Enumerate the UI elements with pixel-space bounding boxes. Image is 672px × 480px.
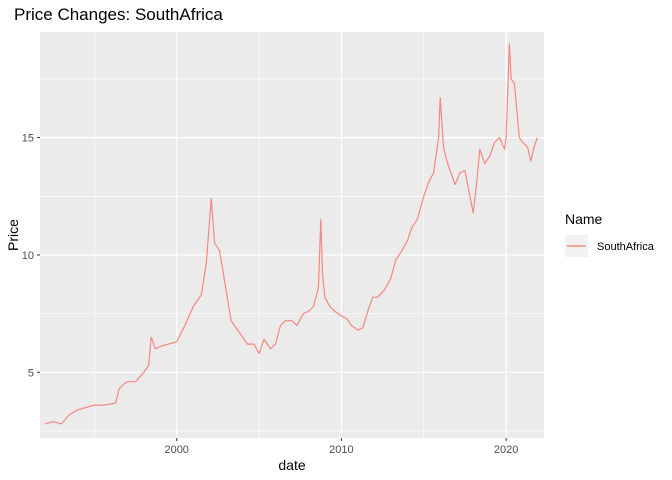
legend-title: Name — [565, 211, 603, 227]
x-tick-label: 2020 — [494, 444, 518, 456]
grid-minor — [40, 32, 544, 438]
y-tick-label: 15 — [22, 133, 34, 145]
x-axis: 2000 2010 2020 — [164, 438, 518, 456]
legend: Name SouthAfrica — [565, 211, 655, 257]
x-tick-label: 2000 — [164, 444, 188, 456]
series-layer — [44, 43, 538, 425]
y-tick-label: 10 — [22, 250, 34, 262]
y-axis: 5 10 15 — [22, 133, 40, 379]
y-axis-title: Price — [5, 219, 21, 251]
grid-major — [40, 32, 544, 438]
series-line-southafrica — [44, 43, 538, 425]
legend-label-southafrica: SouthAfrica — [597, 241, 655, 253]
y-tick-label: 5 — [28, 367, 34, 379]
plot-panel — [40, 32, 544, 438]
chart-title: Price Changes: SouthAfrica — [14, 5, 223, 24]
x-tick-label: 2010 — [329, 444, 353, 456]
x-axis-title: date — [278, 457, 305, 473]
